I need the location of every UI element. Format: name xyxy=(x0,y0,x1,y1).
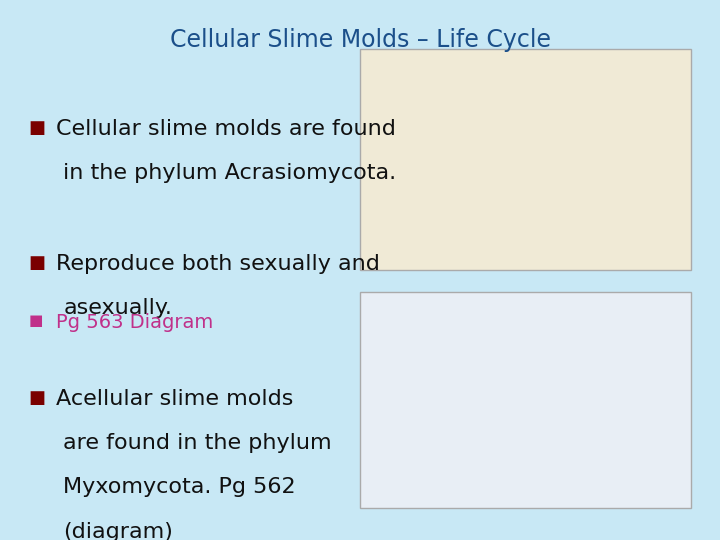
Text: are found in the phylum: are found in the phylum xyxy=(63,433,332,453)
Text: Cellular slime molds are found: Cellular slime molds are found xyxy=(56,119,396,139)
FancyBboxPatch shape xyxy=(360,49,691,270)
Text: Acellular slime molds: Acellular slime molds xyxy=(56,389,294,409)
Text: Reproduce both sexually and: Reproduce both sexually and xyxy=(56,254,380,274)
Text: Pg 563 Diagram: Pg 563 Diagram xyxy=(56,313,213,332)
Text: (diagram): (diagram) xyxy=(63,522,174,540)
Text: ■: ■ xyxy=(29,389,46,407)
Text: asexually.: asexually. xyxy=(63,298,172,318)
Text: ■: ■ xyxy=(29,254,46,272)
FancyBboxPatch shape xyxy=(360,292,691,508)
Text: ■: ■ xyxy=(29,119,46,137)
Text: Myxomycota. Pg 562: Myxomycota. Pg 562 xyxy=(63,477,296,497)
Text: ■: ■ xyxy=(29,313,43,328)
Text: Cellular Slime Molds – Life Cycle: Cellular Slime Molds – Life Cycle xyxy=(169,29,551,52)
Text: in the phylum Acrasiomycota.: in the phylum Acrasiomycota. xyxy=(63,163,397,183)
